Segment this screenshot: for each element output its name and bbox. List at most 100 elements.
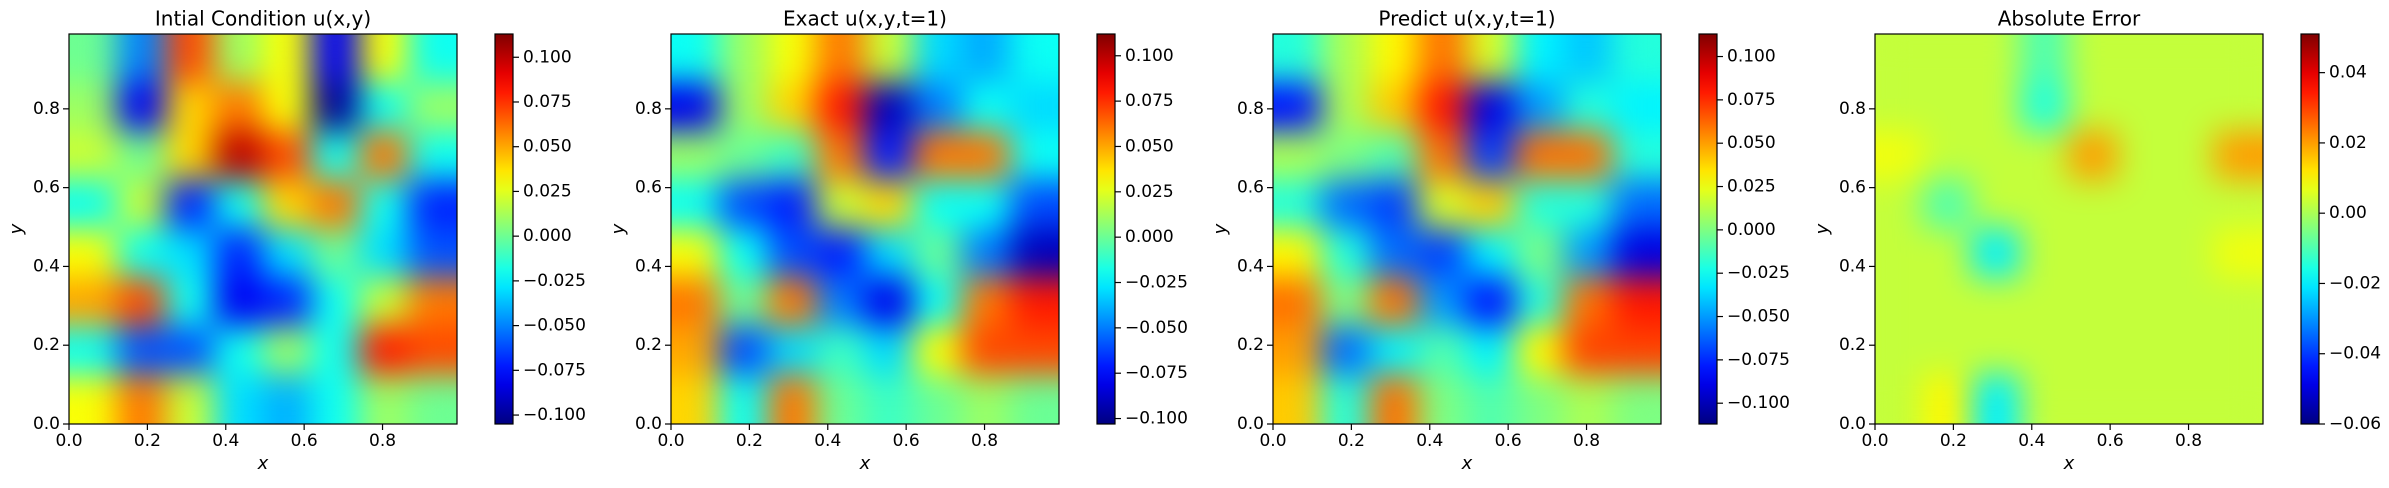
cell [69,34,118,84]
cell [262,326,312,376]
chart-title: Intial Condition u(x,y) [155,7,371,31]
cell [262,131,312,181]
cell [165,34,215,84]
cell [1971,326,2021,376]
cell [214,228,264,279]
cell [1612,82,1661,132]
cell [767,82,817,132]
cell [816,228,866,279]
cell [359,179,409,230]
x-axis-label: x [859,453,871,474]
cell [913,277,963,327]
cell [408,179,457,230]
cell [262,228,312,279]
x-tick-label: 0.4 [1416,431,1443,451]
cell [1369,277,1419,327]
cell [1010,34,1059,84]
cell [1010,179,1059,230]
cell [1563,228,1613,279]
cell [359,277,409,327]
cell [1273,131,1322,181]
cell [1273,82,1322,132]
cell [864,34,914,84]
cell [2165,34,2215,84]
cell [1273,228,1322,279]
cell [2214,82,2263,132]
cell [117,179,167,230]
colorbar-tick-label: 0.050 [523,137,572,157]
colorbar-tick-label: −0.050 [1727,307,1790,327]
cell [1010,326,1059,376]
cell [913,179,963,230]
cell [1321,179,1371,230]
cell [1971,179,2021,230]
cell [359,228,409,279]
colorbar-tick-label: −0.075 [523,360,586,380]
cell [864,131,914,181]
heatmap [1875,34,2263,424]
cell [2068,374,2118,424]
cell [214,131,264,181]
cell [1418,179,1468,230]
y-tick-label: 0.6 [33,178,60,198]
cell [1418,326,1468,376]
x-tick-label: 0.4 [814,431,841,451]
axes-frame [68,33,458,425]
cell [2068,228,2118,279]
x-tick-label: 0.6 [2097,431,2124,451]
chart-title: Predict u(x,y,t=1) [1378,7,1555,31]
heatmap-cells [1273,34,1661,424]
cell [767,131,817,181]
cell [214,82,264,132]
cell [1923,131,1973,181]
cell [1418,131,1468,181]
cell [671,277,720,327]
cell [961,131,1011,181]
cell [671,228,720,279]
cell [2020,82,2070,132]
cell [2214,277,2263,327]
cell [1971,277,2021,327]
cell [1369,374,1419,424]
cell [2068,34,2118,84]
colorbar [1096,33,1116,425]
cell [767,374,817,424]
cell [767,179,817,230]
cell [408,228,457,279]
axes-frame [1272,33,1662,425]
cell [1875,82,1924,132]
colorbar-tick-label: 0.075 [523,92,572,112]
cell [311,34,361,84]
colorbar-tick-label: 0.100 [1125,46,1174,66]
cell [719,374,769,424]
colorbar-tick-label: 0.100 [1727,47,1776,67]
y-tick-label: 0.0 [635,414,662,434]
heatmap-cells [69,34,457,424]
cell [719,34,769,84]
y-tick-label: 0.4 [1839,256,1866,276]
cell [1273,277,1322,327]
cell [117,34,167,84]
cell [1321,228,1371,279]
y-axis-label: y [608,223,629,235]
x-tick-label: 0.4 [2018,431,2045,451]
cell [1010,277,1059,327]
cell [262,374,312,424]
colorbar-tick-label: −0.075 [1125,363,1188,383]
cell [1563,34,1613,84]
cell [117,374,167,424]
cell [1010,374,1059,424]
cell [1466,179,1516,230]
cell [408,131,457,181]
cell [1515,179,1565,230]
cell [1321,374,1371,424]
cell [2068,277,2118,327]
cell [117,131,167,181]
colorbar-tick-label: −0.050 [523,316,586,336]
cell [1875,34,1924,84]
colorbar-tick-label: 0.025 [523,181,572,201]
x-tick-label: 0.8 [971,431,998,451]
cell [311,82,361,132]
colorbar-tick-label: −0.02 [2329,273,2381,293]
cell [767,34,817,84]
